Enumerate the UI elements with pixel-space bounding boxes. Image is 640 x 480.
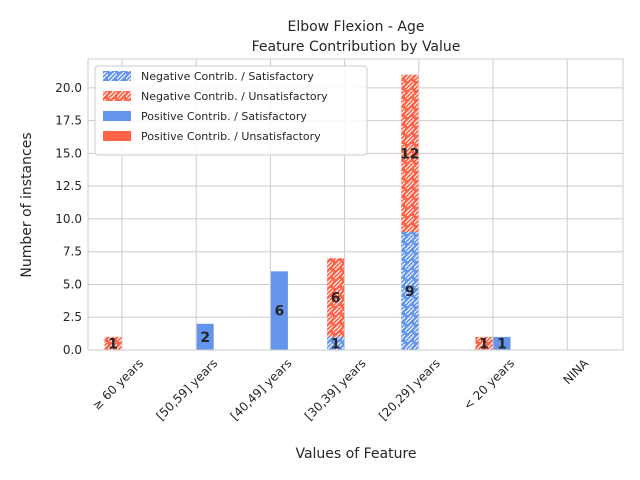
y-axis-label: Number of instances <box>19 132 35 277</box>
x-tick-label: [20,29] years <box>376 356 443 423</box>
x-tick-label: ≥ 60 years <box>90 356 147 413</box>
bar-value-label: 1 <box>331 336 341 352</box>
x-tick-label: [40,49] years <box>228 356 295 423</box>
bar-positive-satisfactory <box>196 323 214 350</box>
bar-hatch <box>475 336 493 350</box>
legend-entry: Negative Contrib. / Satisfactory <box>141 70 314 83</box>
bar-value-label: 9 <box>405 284 415 300</box>
legend-frame <box>94 65 368 156</box>
chart-title: Elbow Flexion - Age <box>287 19 424 35</box>
y-tick-label: 10.0 <box>55 212 82 226</box>
y-tick-label: 2.5 <box>63 310 82 324</box>
bar-value-label: 1 <box>497 336 507 352</box>
bar-hatch <box>104 336 122 350</box>
plot-frame <box>87 58 624 351</box>
y-ticks: 0.0 2.5 5.0 7.5 10.0 12.5 15.0 17.5 20.0 <box>55 81 82 357</box>
y-tick-label: 12.5 <box>55 179 82 193</box>
y-tick-label: 7.5 <box>63 245 82 259</box>
bar-hatch <box>401 74 419 233</box>
legend-entry: Negative Contrib. / Unsatisfactory <box>141 90 328 103</box>
legend-swatch <box>103 111 131 121</box>
legend-entry: Positive Contrib. / Unsatisfactory <box>141 130 321 143</box>
legend-swatch <box>103 131 131 141</box>
bars <box>104 74 511 350</box>
legend-swatch-hatch <box>103 71 131 81</box>
x-ticks: ≥ 60 years [50,59] years [40,49] years [30,… <box>90 356 592 423</box>
bar-value-label: 6 <box>331 291 341 307</box>
bar-value-label: 6 <box>275 304 285 320</box>
bar-value-label: 1 <box>479 336 489 352</box>
bar-value-label: 1 <box>108 336 118 352</box>
bar-value-label: 2 <box>200 330 210 346</box>
x-tick-label: [30,39] years <box>302 356 369 423</box>
bar-value-label: 12 <box>400 146 419 162</box>
x-tick-label: < 20 years <box>461 356 518 413</box>
y-tick-label: 5.0 <box>63 277 82 291</box>
legend-entry: Positive Contrib. / Satisfactory <box>141 110 307 123</box>
legend-swatch-hatch <box>103 91 131 101</box>
x-tick-label: NINA <box>560 356 591 387</box>
bar-positive-satisfactory <box>270 271 288 350</box>
y-tick-label: 17.5 <box>55 114 82 128</box>
y-tick-label: 15.0 <box>55 146 82 160</box>
bar-hatch <box>327 258 345 337</box>
y-tick-label: 20.0 <box>55 81 82 95</box>
bar-hatch <box>327 336 345 350</box>
y-tick-label: 0.0 <box>63 343 82 357</box>
legend: Negative Contrib. / Satisfactory Negative… <box>94 65 368 156</box>
x-axis-label: Values of Feature <box>295 446 416 462</box>
chart-subtitle: Feature Contribution by Value <box>252 39 461 55</box>
bar-positive-satisfactory <box>493 336 511 350</box>
x-tick-label: [50,59] years <box>153 356 220 423</box>
bar-hatch <box>401 232 419 350</box>
